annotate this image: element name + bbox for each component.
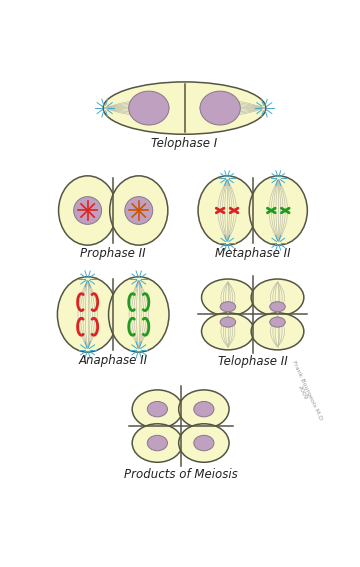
Text: Frank Bourgeois M.D
2009: Frank Bourgeois M.D 2009 [286,359,323,423]
Ellipse shape [200,91,240,125]
Ellipse shape [74,197,102,225]
Ellipse shape [198,176,256,245]
Ellipse shape [270,302,285,312]
Ellipse shape [59,176,117,245]
Ellipse shape [132,424,183,462]
Ellipse shape [179,390,229,429]
Text: Telophase I: Telophase I [151,137,218,150]
Ellipse shape [147,401,167,417]
Ellipse shape [110,176,168,245]
Text: Prophase II: Prophase II [80,247,146,260]
Ellipse shape [194,435,214,451]
Ellipse shape [251,279,304,316]
Ellipse shape [251,313,304,350]
Ellipse shape [270,317,285,327]
Text: Products of Meiosis: Products of Meiosis [124,468,238,481]
Text: Metaphase II: Metaphase II [215,247,291,260]
Ellipse shape [220,317,236,327]
Ellipse shape [202,313,254,350]
Ellipse shape [202,279,254,316]
Ellipse shape [132,390,183,429]
Ellipse shape [129,91,169,125]
Ellipse shape [194,401,214,417]
Ellipse shape [57,277,118,352]
Ellipse shape [179,424,229,462]
Ellipse shape [147,435,167,451]
Text: Anaphase II: Anaphase II [78,354,148,367]
Text: Telophase II: Telophase II [218,356,288,368]
Ellipse shape [125,197,153,225]
Ellipse shape [220,302,236,312]
Ellipse shape [109,277,169,352]
Ellipse shape [103,82,266,134]
Ellipse shape [249,176,307,245]
